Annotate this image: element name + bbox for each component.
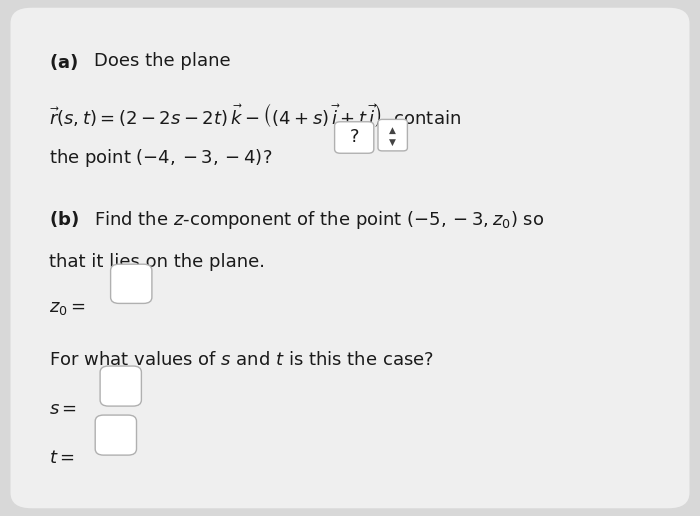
Text: ▼: ▼ bbox=[389, 138, 396, 147]
FancyBboxPatch shape bbox=[111, 264, 152, 303]
FancyBboxPatch shape bbox=[10, 8, 690, 508]
Text: Does the plane: Does the plane bbox=[94, 52, 231, 70]
FancyBboxPatch shape bbox=[100, 366, 141, 406]
Text: ▲: ▲ bbox=[389, 125, 396, 135]
FancyBboxPatch shape bbox=[95, 415, 136, 455]
Text: $\mathbf{(a)}$: $\mathbf{(a)}$ bbox=[49, 52, 78, 72]
Text: For what values of $s$ and $t$ is this the case?: For what values of $s$ and $t$ is this t… bbox=[49, 351, 434, 369]
FancyBboxPatch shape bbox=[378, 119, 407, 151]
Text: Find the $z$-component of the point $(-5,-3,z_0)$ so: Find the $z$-component of the point $(-5… bbox=[94, 209, 545, 231]
Text: ?: ? bbox=[349, 128, 359, 146]
Text: $s =$: $s =$ bbox=[49, 400, 77, 418]
Text: $t =$: $t =$ bbox=[49, 449, 75, 467]
Text: that it lies on the plane.: that it lies on the plane. bbox=[49, 253, 265, 271]
Text: $z_0 =$: $z_0 =$ bbox=[49, 299, 85, 317]
Text: $\mathbf{(b)}$: $\mathbf{(b)}$ bbox=[49, 209, 79, 229]
FancyBboxPatch shape bbox=[335, 122, 374, 153]
Text: the point $(-4,-3,-4)$?: the point $(-4,-3,-4)$? bbox=[49, 147, 272, 169]
Text: $\vec{r}(s,t) = (2-2s-2t)\,\vec{k}-\left((4+s)\,\vec{i}+t\,\vec{j}\right)$  cont: $\vec{r}(s,t) = (2-2s-2t)\,\vec{k}-\left… bbox=[49, 101, 461, 130]
